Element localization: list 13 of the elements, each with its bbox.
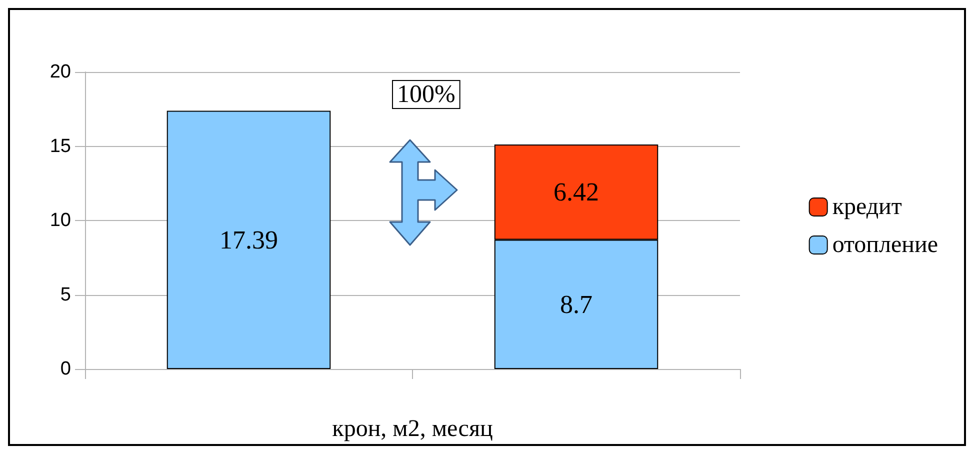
y-tick-label: 10 bbox=[50, 210, 71, 231]
data-label: 6.42 bbox=[554, 178, 599, 207]
y-tick-label: 5 bbox=[60, 284, 71, 306]
bar bbox=[166, 110, 331, 369]
x-axis-title: крон, м2, месяц bbox=[332, 416, 493, 442]
data-label: 17.39 bbox=[220, 225, 278, 254]
legend-label: кредит bbox=[832, 194, 902, 220]
y-tick-label: 20 bbox=[50, 62, 71, 82]
annotation: 100% bbox=[397, 81, 456, 108]
y-tick-label: 0 bbox=[60, 358, 71, 380]
legend-label: отопление bbox=[832, 232, 938, 258]
y-tick-label: 15 bbox=[50, 136, 71, 157]
data-label: 8.7 bbox=[560, 290, 592, 319]
